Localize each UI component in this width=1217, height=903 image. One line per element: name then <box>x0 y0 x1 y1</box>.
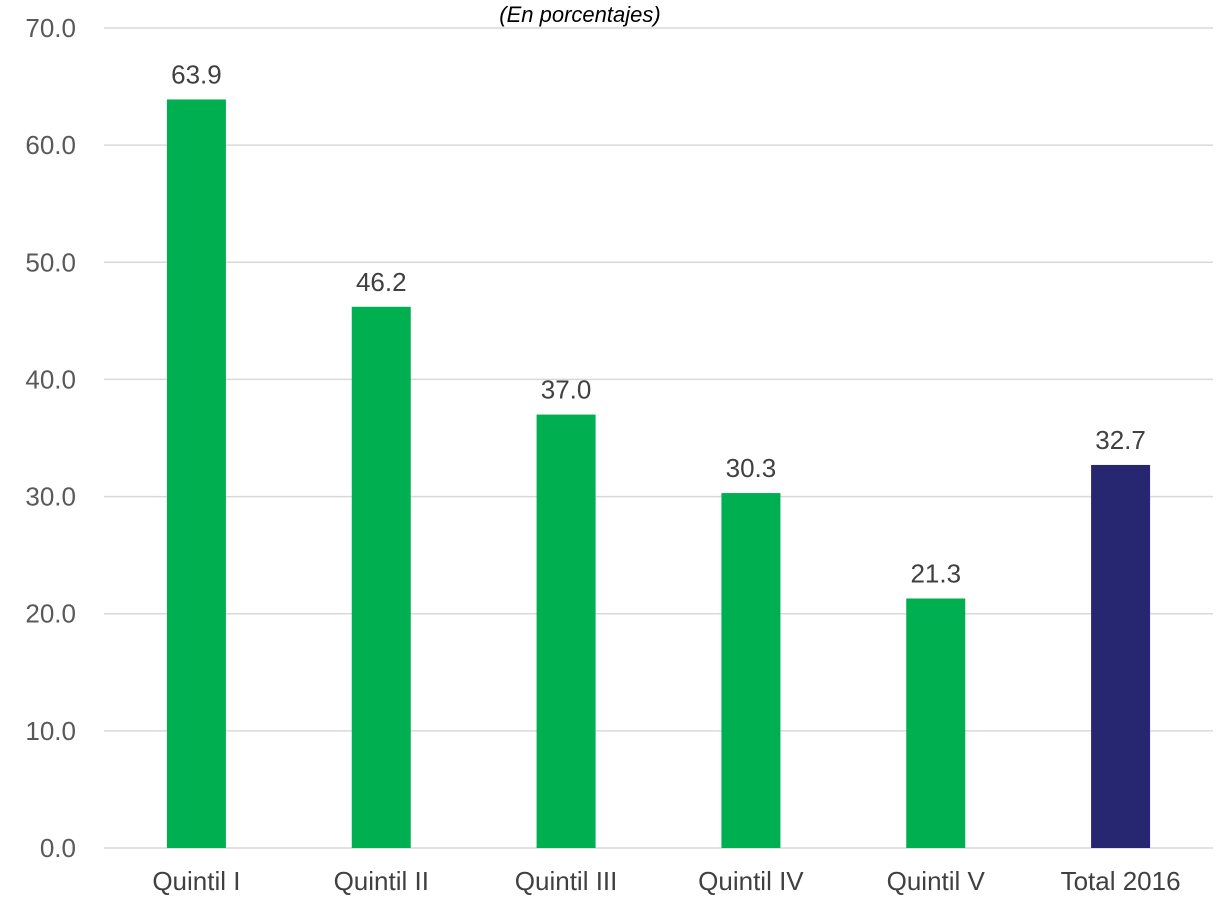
y-tick-label: 0.0 <box>40 833 76 863</box>
x-tick-label: Total 2016 <box>1061 866 1181 896</box>
data-label: 46.2 <box>356 267 407 297</box>
y-tick-label: 60.0 <box>25 130 76 160</box>
y-tick-label: 20.0 <box>25 599 76 629</box>
y-tick-label: 70.0 <box>25 13 76 43</box>
y-axis-ticks: 0.0 10.0 20.0 30.0 40.0 50.0 60.0 70.0 <box>25 13 76 863</box>
data-label: 21.3 <box>910 558 961 588</box>
bar-1 <box>166 99 226 848</box>
gridlines <box>104 27 1213 849</box>
x-tick-label: Quintil IV <box>698 866 804 896</box>
bar-4 <box>721 493 781 848</box>
data-labels: 63.9 46.2 37.0 30.3 21.3 32.7 <box>171 59 1146 588</box>
y-tick-label: 30.0 <box>25 482 76 512</box>
x-tick-label: Quintil II <box>334 866 429 896</box>
bar-3 <box>536 414 596 848</box>
x-axis-ticks: Quintil I Quintil II Quintil III Quintil IV… <box>152 866 1180 896</box>
bar-6 <box>1091 464 1151 848</box>
x-tick-label: Quintil V <box>887 866 986 896</box>
bars <box>166 99 1151 848</box>
bar-5 <box>906 598 966 848</box>
bar-2 <box>351 306 411 848</box>
chart-subtitle: (En porcentajes) <box>499 2 660 27</box>
x-tick-label: Quintil III <box>515 866 618 896</box>
data-label: 63.9 <box>171 59 222 89</box>
data-label: 30.3 <box>726 453 777 483</box>
data-label: 32.7 <box>1095 425 1146 455</box>
data-label: 37.0 <box>541 375 592 405</box>
y-tick-label: 10.0 <box>25 716 76 746</box>
x-tick-label: Quintil I <box>152 866 240 896</box>
y-tick-label: 50.0 <box>25 247 76 277</box>
y-tick-label: 40.0 <box>25 364 76 394</box>
